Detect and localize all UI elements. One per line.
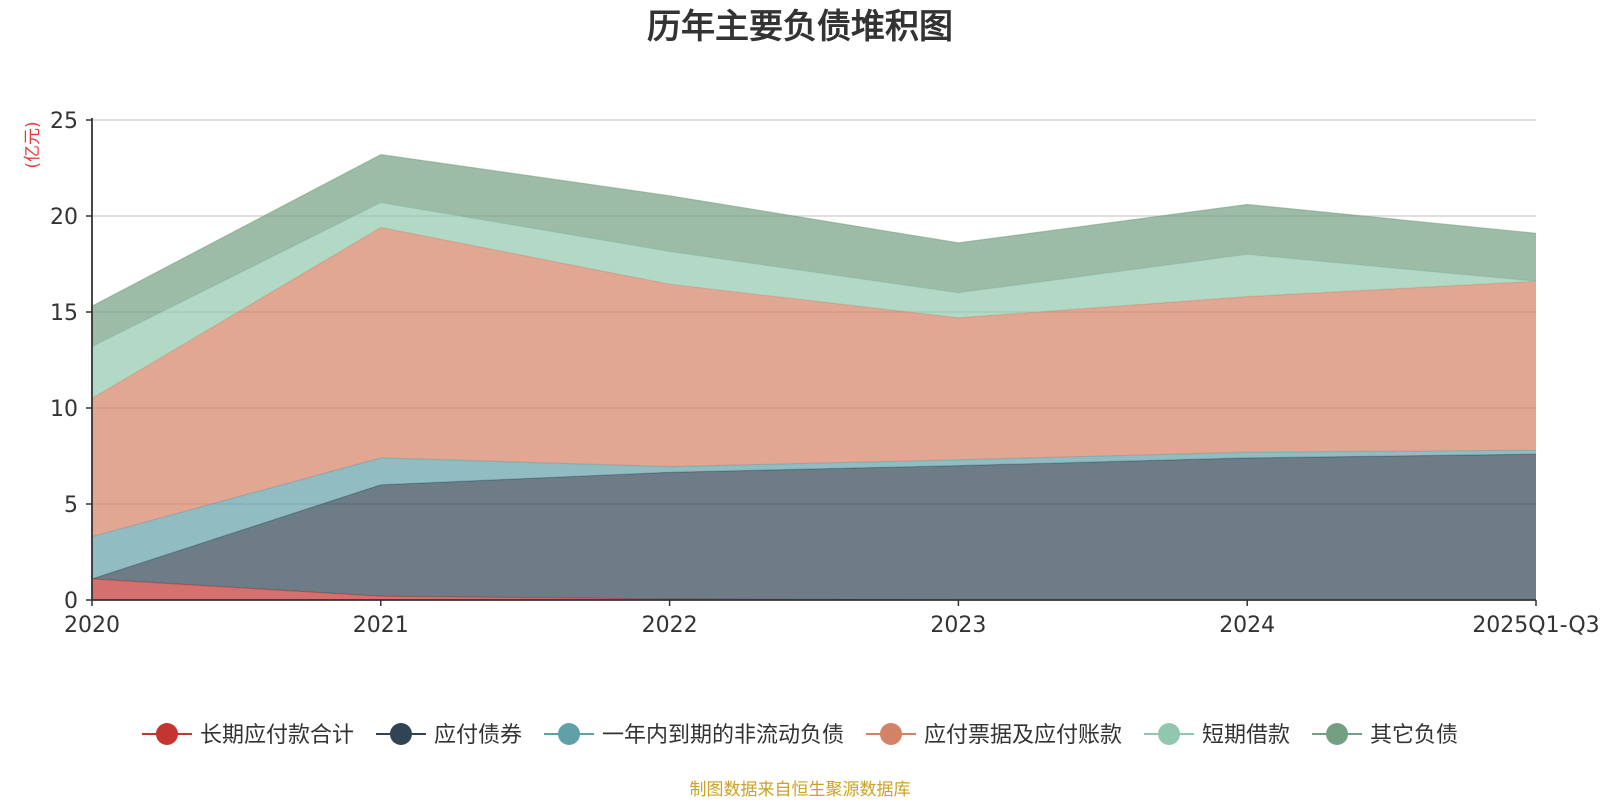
- y-tick-label: 10: [50, 397, 78, 422]
- x-tick-label: 2023: [930, 613, 986, 638]
- x-tick-label: 2025Q1-Q3: [1472, 613, 1599, 638]
- legend-label: 一年内到期的非流动负债: [602, 723, 844, 748]
- legend-item-3[interactable]: 应付票据及应付账款: [866, 723, 1122, 748]
- legend-item-0[interactable]: 长期应付款合计: [141, 723, 354, 748]
- y-tick-label: 15: [50, 301, 78, 326]
- area-series-edge-5: [91, 153, 1537, 307]
- legend-label: 其它负债: [1370, 723, 1458, 748]
- legend-item-2[interactable]: 一年内到期的非流动负债: [543, 723, 844, 748]
- legend-label: 短期借款: [1202, 723, 1290, 748]
- y-axis-unit-label: (亿元): [23, 121, 43, 168]
- y-tick-label: 0: [64, 589, 78, 614]
- x-tick-label: 2021: [353, 613, 409, 638]
- area-series-0: [92, 578, 1536, 600]
- area-series-edge-1: [91, 453, 1537, 580]
- area-series-3: [92, 227, 1536, 537]
- legend-marker-dot: [155, 723, 178, 745]
- legend-label: 应付债券: [434, 723, 522, 748]
- legend-marker-dot: [557, 723, 580, 745]
- y-tick-label: 5: [64, 493, 78, 518]
- y-tick-label: 25: [50, 109, 78, 134]
- area-series-4: [92, 202, 1536, 399]
- area-series-1: [92, 454, 1536, 600]
- legend-marker-dot: [880, 723, 902, 745]
- x-tick-label: 2024: [1219, 613, 1275, 638]
- x-tick-label: 2022: [642, 613, 698, 638]
- x-tick-label: 2020: [64, 613, 120, 638]
- legend-label: 应付票据及应付账款: [924, 723, 1122, 748]
- legend-marker-dot: [1158, 723, 1181, 745]
- legend: 长期应付款合计 应付债券 一年内到期的非流动负债 应付票据及应付账款 短期借款 其它负债: [141, 723, 1458, 748]
- legend-item-5[interactable]: 其它负债: [1312, 723, 1458, 748]
- data-source-note: 制图数据来自恒生聚源数据库: [690, 780, 911, 800]
- axes: 0 5 10 15 20 25 2020 2021 2022 2023 2024 2025Q1-Q3: [50, 109, 1600, 638]
- legend-item-1[interactable]: 应付债券: [375, 723, 522, 748]
- area-series-5: [92, 154, 1536, 347]
- legend-item-4[interactable]: 短期借款: [1144, 723, 1290, 748]
- area-series-layer: [91, 153, 1537, 601]
- legend-marker-dot: [389, 723, 412, 745]
- legend-marker-dot: [1326, 723, 1349, 745]
- legend-label: 长期应付款合计: [200, 723, 354, 748]
- chart-title: 历年主要负债堆积图: [647, 7, 953, 47]
- y-tick-label: 20: [50, 205, 78, 230]
